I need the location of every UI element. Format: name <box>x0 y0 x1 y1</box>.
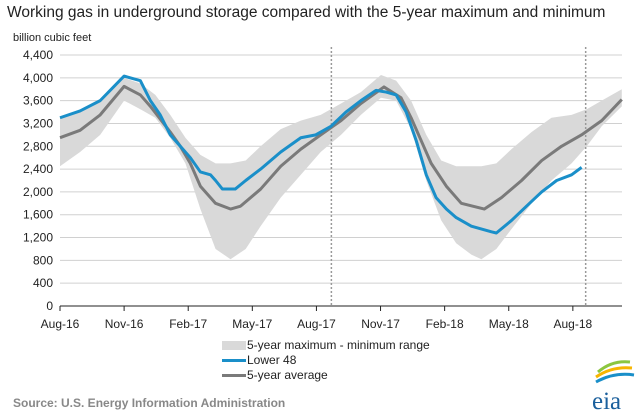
x-tick-label: Nov-16 <box>105 317 144 331</box>
x-tick-label: Aug-17 <box>297 317 336 331</box>
y-tick-label: 3,200 <box>23 116 53 130</box>
legend-item-lower48: Lower 48 <box>222 353 296 367</box>
x-tick-label: Feb-17 <box>169 317 207 331</box>
x-tick-label: Aug-16 <box>41 317 80 331</box>
y-tick-label: 0 <box>46 299 53 313</box>
legend-label: 5-year maximum - minimum range <box>247 338 430 352</box>
range-band <box>60 74 622 260</box>
y-tick-label: 3,600 <box>23 94 53 108</box>
y-tick-label: 2,400 <box>23 162 53 176</box>
legend-item-range: 5-year maximum - minimum range <box>222 338 430 352</box>
y-tick-label: 2,000 <box>23 185 53 199</box>
legend-swatch-range <box>222 340 246 350</box>
y-tick-label: 400 <box>33 276 53 290</box>
x-tick-label: Nov-17 <box>361 317 400 331</box>
y-tick-label: 4,000 <box>23 71 53 85</box>
y-tick-label: 4,400 <box>23 48 53 62</box>
x-tick-label: May-17 <box>232 317 272 331</box>
x-tick-label: Feb-18 <box>426 317 464 331</box>
legend-swatch-lower48 <box>222 358 246 362</box>
legend-item-average: 5-year average <box>222 368 328 382</box>
legend-label: 5-year average <box>247 368 328 382</box>
legend-swatch-average <box>222 373 246 377</box>
y-tick-label: 1,600 <box>23 208 53 222</box>
source-note: Source: U.S. Energy Information Administ… <box>13 396 286 410</box>
y-axis-unit-label: billion cubic feet <box>13 32 92 44</box>
x-tick-label: May-18 <box>489 317 529 331</box>
x-tick-label: Aug-18 <box>554 317 593 331</box>
legend-label: Lower 48 <box>247 353 297 367</box>
y-tick-label: 1,200 <box>23 231 53 245</box>
lower48-line <box>59 74 583 235</box>
chart-title: Working gas in underground storage compa… <box>7 4 606 21</box>
y-tick-label: 800 <box>33 253 53 267</box>
y-tick-label: 2,800 <box>23 139 53 153</box>
